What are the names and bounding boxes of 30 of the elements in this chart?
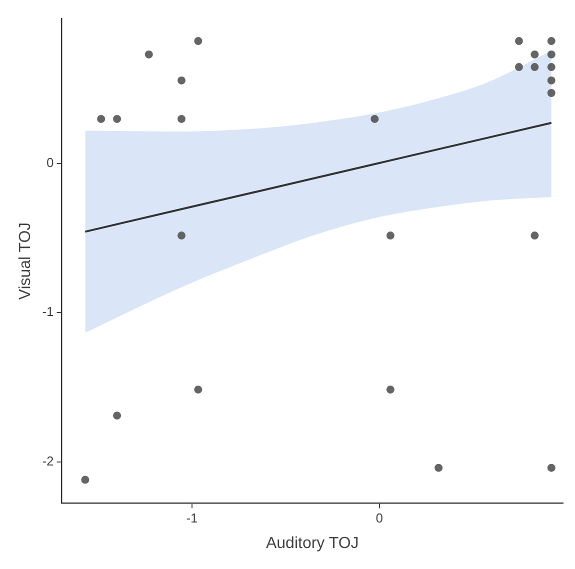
point: [177, 114, 186, 123]
point: [81, 476, 90, 484]
point: [530, 50, 539, 58]
point: [144, 50, 153, 58]
point: [177, 76, 186, 84]
point: [97, 114, 106, 123]
y-tick-label: -2: [42, 453, 54, 468]
point: [194, 386, 202, 394]
x-axis-title: Auditory TOJ: [266, 534, 359, 552]
point: [386, 232, 394, 240]
y-tick-label: 0: [46, 154, 54, 170]
point: [386, 386, 394, 394]
y-axis-title: Visual TOJ: [17, 222, 34, 300]
point: [530, 232, 539, 240]
point: [547, 50, 556, 58]
point: [547, 63, 556, 72]
point: [547, 88, 556, 97]
point: [177, 232, 186, 240]
point: [194, 37, 202, 46]
point: [547, 37, 556, 46]
point: [530, 63, 539, 72]
point: [547, 76, 556, 84]
y-tick-label: -1: [42, 304, 54, 320]
point: [434, 464, 443, 472]
point: [113, 412, 122, 420]
point: [514, 37, 523, 46]
point: [514, 63, 523, 72]
point: [547, 464, 556, 472]
point: [370, 114, 379, 123]
point: [113, 114, 122, 123]
